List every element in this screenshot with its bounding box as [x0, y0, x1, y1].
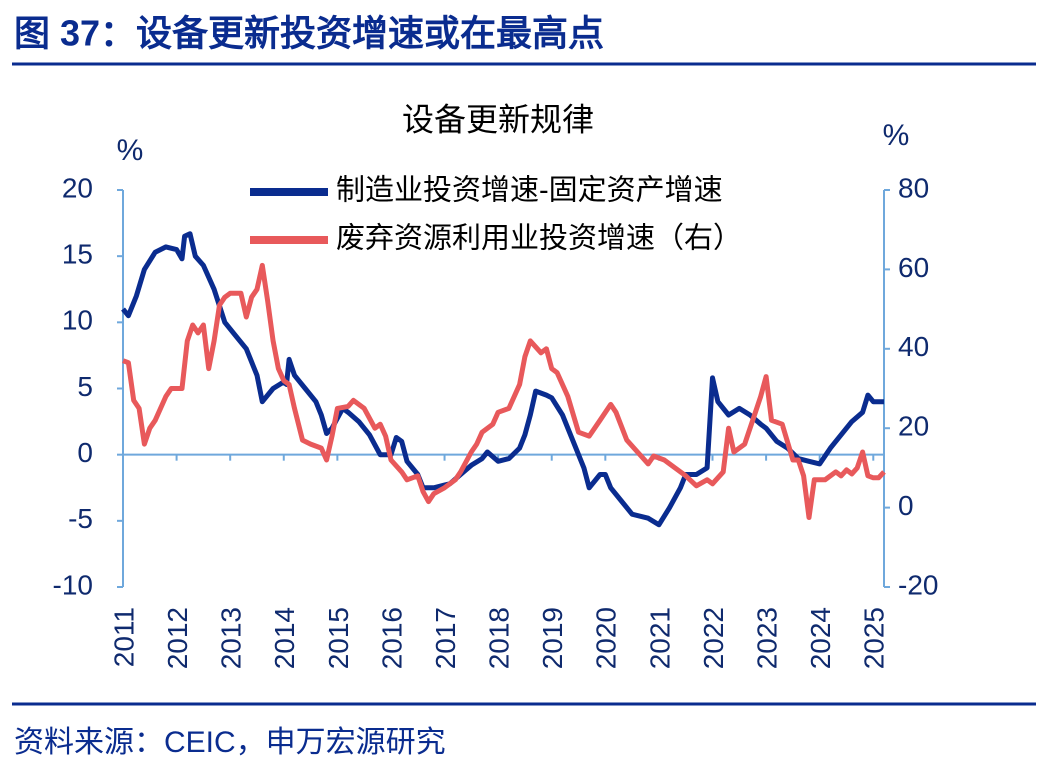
page-title: 图 37：设备更新投资增速或在最高点 — [14, 13, 604, 54]
x-tick-label: 2015 — [323, 607, 354, 669]
x-tick-label: 2019 — [537, 607, 568, 669]
y-tick-label: 20 — [62, 172, 93, 203]
y-tick-label: 5 — [77, 371, 93, 402]
y-tick-label: 0 — [77, 437, 93, 468]
x-tick-label: 2013 — [216, 607, 247, 669]
y2-tick-label: 20 — [898, 411, 929, 442]
x-tick-label: 2021 — [644, 607, 675, 669]
y-tick-label: -5 — [68, 503, 93, 534]
y-tick-label: -10 — [53, 569, 93, 600]
x-tick-label: 2024 — [805, 607, 836, 669]
series-line — [121, 231, 884, 528]
series-line — [122, 262, 886, 520]
y-axis-label: % — [117, 134, 144, 167]
legend-label: 制造业投资增速-固定资产增速 — [336, 174, 723, 207]
x-tick-label: 2020 — [591, 607, 622, 669]
y2-tick-label: -20 — [898, 569, 938, 600]
x-tick-label: 2011 — [108, 607, 139, 667]
y2-tick-label: 80 — [898, 172, 929, 203]
x-tick-label: 2014 — [269, 607, 300, 669]
y2-tick-label: 40 — [898, 331, 929, 362]
y2-axis-label: % — [883, 119, 910, 152]
x-tick-label: 2016 — [376, 607, 407, 669]
y2-tick-label: 60 — [898, 252, 929, 283]
x-tick-label: 2022 — [698, 607, 729, 669]
x-tick-label: 2012 — [162, 607, 193, 669]
legend-label: 废弃资源利用业投资增速（右） — [336, 222, 742, 255]
y2-tick-label: 0 — [898, 490, 914, 521]
y-tick-label: 15 — [62, 239, 93, 270]
x-tick-label: 2025 — [859, 607, 890, 669]
x-tick-label: 2017 — [430, 607, 461, 669]
x-tick-label: 2018 — [484, 607, 515, 669]
chart-title: 设备更新规律 — [402, 101, 594, 137]
source: 资料来源：CEIC，申万宏源研究 — [14, 726, 446, 759]
y-tick-label: 10 — [62, 305, 93, 336]
x-tick-label: 2023 — [751, 607, 782, 669]
